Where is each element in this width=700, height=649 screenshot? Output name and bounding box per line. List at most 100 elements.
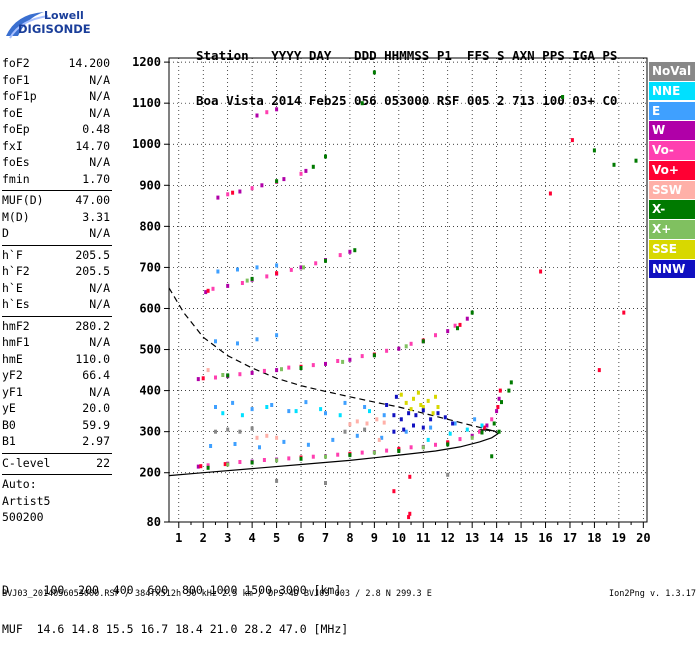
x-tick-label: 17 xyxy=(563,531,577,545)
y-tick-label: 200 xyxy=(139,466,161,480)
x-tick-label: 9 xyxy=(371,531,378,545)
echo-point-w xyxy=(446,329,450,334)
echo-point-vo- xyxy=(407,515,411,520)
echo-point-e xyxy=(304,400,308,405)
echo-point-w xyxy=(495,409,499,414)
echo-point-e xyxy=(324,411,327,416)
param-row: foF1 N/A xyxy=(2,73,112,90)
echo-point-w xyxy=(216,195,220,200)
echo-point-nne xyxy=(426,437,430,442)
param-name: fmin xyxy=(2,171,30,186)
echo-point-x- xyxy=(324,258,327,263)
echo-point-nnw xyxy=(407,411,411,416)
echo-point-vo- xyxy=(385,348,389,353)
param-separator xyxy=(2,315,112,317)
param-name: C-level xyxy=(2,455,51,470)
echo-point-vo- xyxy=(299,171,303,176)
legend-item: Vo+ xyxy=(649,160,695,180)
param-row: h`F2 205.5 xyxy=(2,264,112,281)
echo-point-x- xyxy=(446,442,450,447)
echo-point-vo- xyxy=(385,448,389,453)
echo-point-w xyxy=(250,370,254,375)
echo-point-vo- xyxy=(311,454,315,459)
param-name: yF1 xyxy=(2,384,23,399)
echo-point-w xyxy=(226,283,230,288)
param-row: foF2 14.200 xyxy=(2,56,112,73)
echo-point-vo- xyxy=(498,388,502,393)
echo-point-noval xyxy=(238,429,242,434)
echo-point-e xyxy=(363,405,367,409)
echo-point-vo- xyxy=(458,322,462,327)
ionogram-plot: 1 2 3 4 5 6 7 8 9 10 11 12 13 14 15 16 17 18 19 20802003004… xyxy=(132,55,650,545)
echo-point-vo- xyxy=(223,462,227,467)
echo-point-w xyxy=(324,361,327,366)
y-tick-label: 700 xyxy=(139,260,161,274)
muf-row: MUF 14.6 14.8 15.5 16.7 18.4 21.0 28.2 4… xyxy=(2,622,349,636)
echo-point-noval xyxy=(343,429,347,434)
x-tick-label: 11 xyxy=(416,531,430,545)
echo-point-sse xyxy=(409,407,413,412)
echo-point-x- xyxy=(592,148,596,153)
echo-point-vo- xyxy=(250,186,254,191)
legend-item: NNE xyxy=(649,81,695,101)
echo-point-x- xyxy=(470,310,474,315)
param-value: 22 xyxy=(96,455,110,470)
MUF-curve xyxy=(168,287,497,433)
echo-point-x- xyxy=(341,359,345,364)
echo-point-e xyxy=(270,403,274,407)
echo-point-vo- xyxy=(408,474,412,479)
lowell-digisonde-logo: Lowell DIGISONDE xyxy=(4,6,91,40)
echo-point-w xyxy=(397,346,401,351)
echo-point-w xyxy=(196,377,200,382)
echo-point-x- xyxy=(372,450,376,455)
echo-point-vo- xyxy=(287,456,291,461)
param-row: 500200 xyxy=(2,510,112,527)
echo-point-x- xyxy=(275,458,279,463)
param-row: foF1p N/A xyxy=(2,89,112,106)
echo-point-w xyxy=(275,368,279,373)
x-tick-label: 19 xyxy=(612,531,626,545)
param-row: foE N/A xyxy=(2,106,112,123)
legend-item: E xyxy=(649,101,695,121)
param-name: hmF2 xyxy=(2,318,30,333)
echo-point-sse xyxy=(399,392,403,397)
x-tick-label: 13 xyxy=(465,531,479,545)
param-row: yF2 66.4 xyxy=(2,368,112,385)
x-tick-label: 2 xyxy=(200,531,207,545)
param-value: N/A xyxy=(89,105,110,120)
param-separator xyxy=(2,244,112,246)
echo-point-w xyxy=(465,316,469,321)
echo-point-ssw xyxy=(265,433,269,438)
echo-point-x- xyxy=(612,162,616,167)
echo-point-nne xyxy=(368,409,371,414)
echo-point-vo- xyxy=(409,445,413,450)
echo-point-e xyxy=(331,437,335,442)
echo-point-x- xyxy=(206,465,210,470)
legend-item: NNW xyxy=(649,259,695,279)
echo-point-sse xyxy=(404,400,408,405)
param-name: 500200 xyxy=(2,510,44,524)
echo-point-nnw xyxy=(399,417,403,422)
param-value: 20.0 xyxy=(82,401,110,415)
echo-point-e xyxy=(453,421,457,426)
echo-point-vo- xyxy=(453,323,457,328)
param-row: yE 20.0 xyxy=(2,401,112,418)
param-row: M(D) 3.31 xyxy=(2,210,112,227)
logo-line1: Lowell xyxy=(44,9,84,22)
y-tick-label: 1100 xyxy=(132,96,161,110)
echo-point-x- xyxy=(324,454,327,459)
echo-point-nnw xyxy=(392,429,396,434)
y-tick-label: 1000 xyxy=(132,137,161,151)
echo-point-e xyxy=(275,263,279,268)
echo-point-x- xyxy=(492,421,496,426)
param-separator xyxy=(2,474,112,475)
param-row: Auto: xyxy=(2,477,112,494)
echo-point-vo- xyxy=(392,489,396,494)
x-tick-label: 20 xyxy=(636,531,650,545)
echo-point-nne xyxy=(265,405,269,409)
echo-point-e xyxy=(275,333,279,338)
param-row: hmF1 N/A xyxy=(2,335,112,352)
x-tick-label: 7 xyxy=(322,531,329,545)
echo-point-nnw xyxy=(414,413,418,418)
echo-point-vo- xyxy=(265,110,269,115)
